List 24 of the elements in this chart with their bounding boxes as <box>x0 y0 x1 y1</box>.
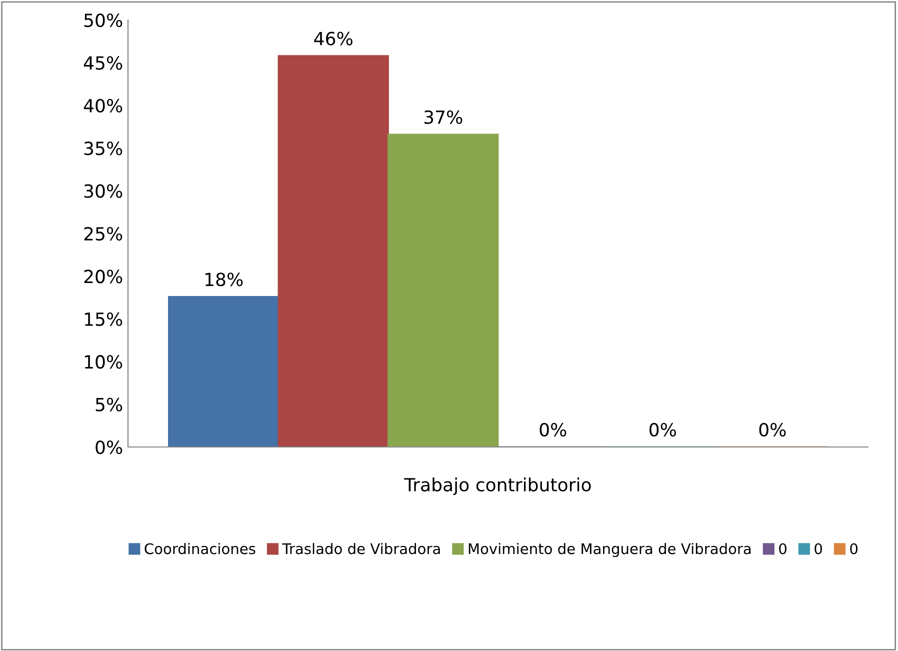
y-tick-label: 25% <box>84 226 122 241</box>
legend-label: 0 <box>814 543 822 554</box>
data-label: 0% <box>650 422 676 437</box>
y-tick-label: 10% <box>84 355 122 369</box>
data-label: 37% <box>424 110 462 124</box>
y-tick-label: 40% <box>84 98 122 113</box>
y-tick-label: 5% <box>96 398 122 412</box>
y-tick-label: 15% <box>84 312 122 326</box>
y-tick-label: 45% <box>84 56 122 70</box>
y-tick-label: 30% <box>84 184 122 198</box>
data-label: 18% <box>206 272 243 286</box>
y-tick-label: 50% <box>84 13 122 28</box>
legend-label: 0 <box>779 543 786 554</box>
y-tick-label: 35% <box>84 142 122 156</box>
legend-label: Coordinaciones <box>144 542 256 554</box>
x-tick-label: Trabajo contributorio <box>404 478 591 496</box>
data-label: 0% <box>540 422 566 437</box>
y-tick-label: 0% <box>96 440 122 454</box>
y-tick-label: 20% <box>84 270 122 284</box>
legend-label: 0 <box>850 543 858 554</box>
data-label: 0% <box>759 422 786 437</box>
legend-label: Traslado de Vibradora <box>282 542 440 554</box>
legend-label: Movimiento de Manguera de Vibradora <box>468 542 751 558</box>
data-label: 46% <box>314 32 352 46</box>
